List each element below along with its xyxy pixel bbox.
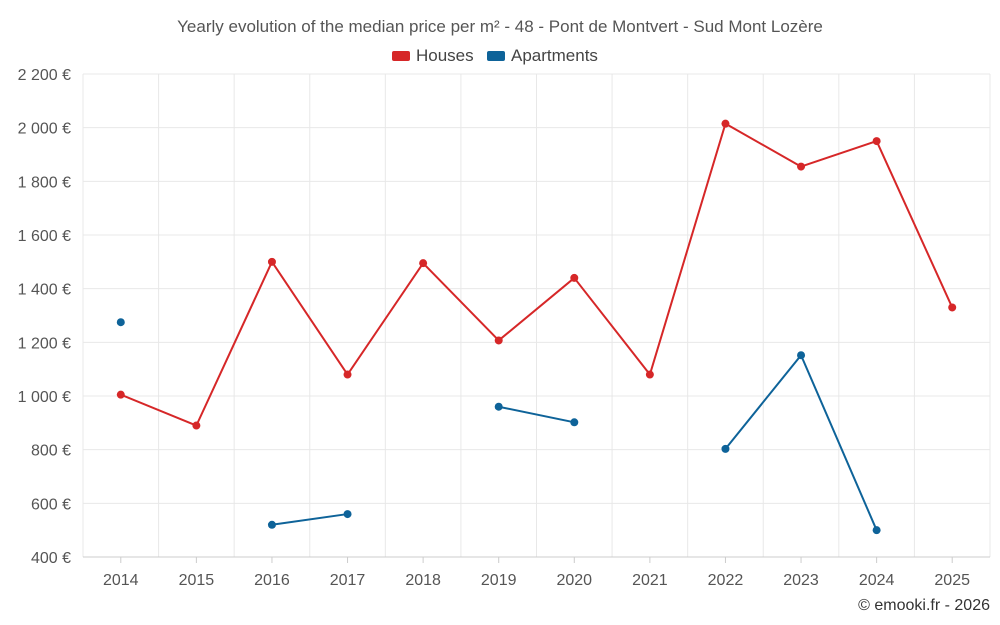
legend-apartments-label[interactable]: Apartments	[511, 46, 598, 65]
point-houses-2020[interactable]	[570, 273, 579, 282]
series-line-apartments	[498, 405, 575, 424]
point-apartments-2023[interactable]	[797, 351, 806, 360]
series-line-apartments	[271, 513, 348, 526]
chart-title: Yearly evolution of the median price per…	[177, 17, 823, 36]
point-houses-2015[interactable]	[192, 421, 201, 430]
point-apartments-2019[interactable]	[494, 402, 503, 411]
series-line-apartments	[724, 354, 878, 531]
y-tick-label: 1 000 €	[18, 389, 71, 406]
y-tick-label: 800 €	[31, 443, 71, 460]
point-apartments-2024[interactable]	[872, 526, 881, 535]
y-tick-label: 2 200 €	[18, 67, 71, 84]
series-houses	[116, 119, 957, 430]
x-tick-label: 2014	[103, 572, 139, 589]
legend-houses-label[interactable]: Houses	[416, 46, 474, 65]
x-tick-label: 2019	[481, 572, 517, 589]
x-tick-label: 2022	[708, 572, 744, 589]
axis-layer: 400 € 600 € 800 € 1 000 € 1 200 € 1 400 € 1 60…	[18, 67, 990, 589]
y-tick-label: 1 200 €	[18, 335, 71, 352]
x-tick-label: 2021	[632, 572, 668, 589]
y-tick-label: 1 800 €	[18, 174, 71, 191]
y-tick-label: 2 000 €	[18, 121, 71, 138]
x-tick-label: 2017	[330, 572, 366, 589]
point-apartments-2017[interactable]	[343, 510, 352, 519]
y-tick-label: 1 400 €	[18, 282, 71, 299]
point-apartments-2016[interactable]	[267, 520, 276, 529]
legend-houses-swatch	[392, 51, 410, 61]
point-apartments-2014[interactable]	[116, 318, 125, 327]
legend-apartments-swatch	[487, 51, 505, 61]
x-tick-label: 2015	[179, 572, 215, 589]
point-houses-2025[interactable]	[948, 303, 957, 312]
x-tick-label: 2016	[254, 572, 290, 589]
point-apartments-2020[interactable]	[570, 418, 579, 427]
point-houses-2021[interactable]	[645, 370, 654, 379]
point-houses-2014[interactable]	[116, 390, 125, 399]
x-tick-label: 2018	[405, 572, 441, 589]
series-apartments	[116, 318, 881, 535]
x-tick-label: 2024	[859, 572, 895, 589]
point-houses-2023[interactable]	[797, 162, 806, 171]
series-layer	[116, 119, 957, 535]
grid-layer	[82, 73, 991, 557]
point-houses-2022[interactable]	[721, 119, 730, 128]
point-houses-2017[interactable]	[343, 370, 352, 379]
point-houses-2019[interactable]	[494, 336, 503, 345]
point-houses-2016[interactable]	[267, 257, 276, 266]
y-tick-label: 600 €	[31, 496, 71, 513]
y-tick-label: 400 €	[31, 550, 71, 567]
point-apartments-2022[interactable]	[721, 444, 730, 453]
x-tick-label: 2020	[556, 572, 592, 589]
credit-text: © emooki.fr - 2026	[858, 597, 990, 614]
legend: Houses Apartments	[392, 46, 598, 65]
point-houses-2024[interactable]	[872, 137, 881, 146]
x-tick-label: 2023	[783, 572, 819, 589]
x-tick-label: 2025	[934, 572, 970, 589]
y-tick-label: 1 600 €	[18, 228, 71, 245]
point-houses-2018[interactable]	[419, 259, 428, 268]
series-line-houses	[120, 122, 954, 427]
